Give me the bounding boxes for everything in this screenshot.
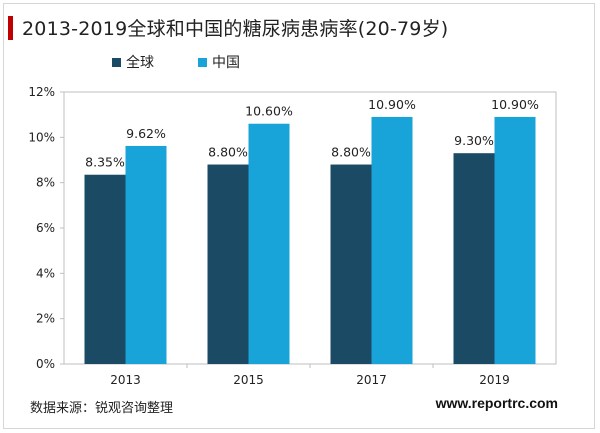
legend: 全球 中国: [112, 52, 284, 72]
x-tick-label: 2017: [356, 373, 387, 387]
bar-china-2015: [248, 123, 290, 364]
bar-china-2013: [125, 145, 167, 364]
legend-swatch-china: [198, 57, 207, 67]
bar-global-2019: [453, 153, 495, 364]
data-label-global-2017: 8.80%: [331, 145, 371, 160]
data-label-china-2015: 10.60%: [245, 104, 293, 119]
legend-item-china: 中国: [198, 52, 240, 72]
x-tick-label: 2019: [479, 373, 510, 387]
website-url: www.reportrc.com: [435, 395, 558, 411]
data-label-china-2019: 10.90%: [491, 97, 539, 112]
x-tick-label: 2015: [233, 373, 264, 387]
x-tick-label: 2013: [110, 373, 141, 387]
y-tick-label: 8%: [36, 176, 55, 190]
bar-global-2015: [207, 164, 249, 364]
y-tick-label: 2%: [36, 312, 55, 326]
legend-item-global: 全球: [112, 52, 154, 72]
data-source: 数据来源：锐观咨询整理: [30, 401, 174, 416]
legend-swatch-global: [112, 57, 121, 67]
data-label-china-2017: 10.90%: [368, 97, 416, 112]
bar-china-2017: [371, 116, 413, 364]
y-tick-label: 12%: [28, 85, 55, 99]
data-label-china-2013: 9.62%: [126, 126, 166, 141]
title-accent-bar: [8, 16, 13, 40]
legend-label-global: 全球: [126, 55, 154, 71]
y-tick-label: 10%: [28, 130, 55, 144]
bar-global-2013: [84, 174, 126, 364]
data-label-global-2015: 8.80%: [208, 145, 248, 160]
y-tick-label: 6%: [36, 221, 55, 235]
data-label-global-2013: 8.35%: [85, 155, 125, 170]
chart-title: 2013-2019全球和中国的糖尿病患病率(20-79岁): [22, 18, 449, 40]
y-tick-label: 0%: [36, 357, 55, 371]
bar-global-2017: [330, 164, 372, 364]
y-tick-label: 4%: [36, 266, 55, 280]
bar-china-2019: [494, 116, 536, 364]
legend-label-china: 中国: [212, 55, 240, 71]
data-label-global-2019: 9.30%: [454, 133, 494, 148]
